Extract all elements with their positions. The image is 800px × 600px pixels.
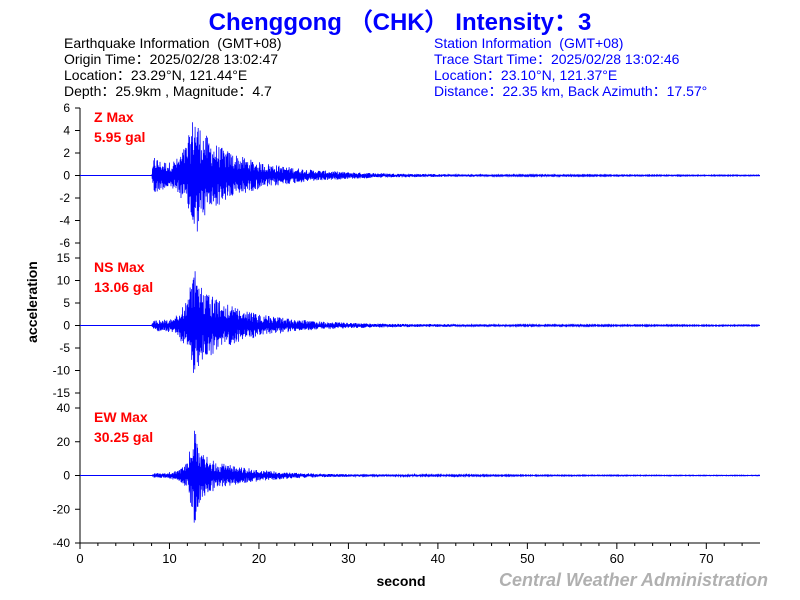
- y-tick-label: 5: [63, 296, 70, 310]
- y-tick-label: -20: [53, 502, 71, 516]
- y-tick-label: 2: [63, 146, 70, 160]
- origin-time: Origin Time：2025/02/28 13:02:47: [64, 51, 279, 67]
- earthquake-info: Earthquake Information (GMT+08) Origin T…: [64, 35, 282, 99]
- station-distance: Distance：22.35 km, Back Azimuth：17.57°: [434, 83, 708, 99]
- max-value-ew: 30.25 gal: [94, 429, 153, 445]
- y-tick-label: -4: [59, 214, 70, 228]
- x-tick-label: 20: [252, 551, 266, 566]
- y-tick-label: 0: [63, 469, 70, 483]
- y-axis-title: acceleration: [24, 261, 40, 343]
- y-tick-label: 15: [57, 251, 71, 265]
- y-tick-label: 6: [63, 101, 70, 115]
- y-tick-label: -10: [53, 364, 71, 378]
- y-tick-label: 0: [63, 319, 70, 333]
- max-value-z: 5.95 gal: [94, 129, 145, 145]
- y-tick-label: -2: [59, 191, 70, 205]
- x-tick-label: 50: [520, 551, 534, 566]
- station-info: Station Information (GMT+08) Trace Start…: [434, 35, 707, 99]
- y-tick-label: -6: [59, 236, 70, 250]
- epicenter-location: Location：23.29°N, 121.44°E: [64, 67, 248, 83]
- y-tick-label: 10: [57, 274, 71, 288]
- trace-start-time: Trace Start Time：2025/02/28 13:02:46: [434, 51, 680, 67]
- y-tick-label: 40: [57, 401, 71, 415]
- station-location: Location：23.10°N, 121.37°E: [434, 67, 618, 83]
- x-tick-label: 0: [76, 551, 83, 566]
- y-tick-label: 0: [63, 169, 70, 183]
- waveform-z: [151, 122, 760, 232]
- depth-magnitude: Depth：25.9km , Magnitude：4.7: [64, 83, 272, 99]
- waveform-ew: [151, 430, 761, 523]
- max-label-ns: NS Max: [94, 259, 145, 275]
- waveform-ns: [151, 271, 761, 373]
- x-axis-title: second: [376, 573, 425, 589]
- x-tick-label: 30: [341, 551, 355, 566]
- max-label-z: Z Max: [94, 109, 134, 125]
- max-value-ns: 13.06 gal: [94, 279, 153, 295]
- earthquake-info-header: Earthquake Information (GMT+08): [64, 35, 282, 51]
- y-tick-label: -15: [53, 386, 71, 400]
- station-info-header: Station Information (GMT+08): [434, 35, 624, 51]
- chart-title: Chenggong （CHK） Intensity：3: [208, 9, 592, 36]
- y-tick-label: -40: [53, 536, 71, 550]
- y-tick-label: -5: [59, 341, 70, 355]
- x-tick-label: 60: [610, 551, 624, 566]
- max-label-ew: EW Max: [94, 409, 148, 425]
- x-tick-label: 40: [431, 551, 445, 566]
- agency-watermark: Central Weather Administration: [498, 570, 768, 590]
- x-tick-label: 70: [699, 551, 713, 566]
- y-tick-label: 4: [63, 124, 70, 138]
- y-tick-label: 20: [57, 435, 71, 449]
- x-tick-label: 10: [162, 551, 176, 566]
